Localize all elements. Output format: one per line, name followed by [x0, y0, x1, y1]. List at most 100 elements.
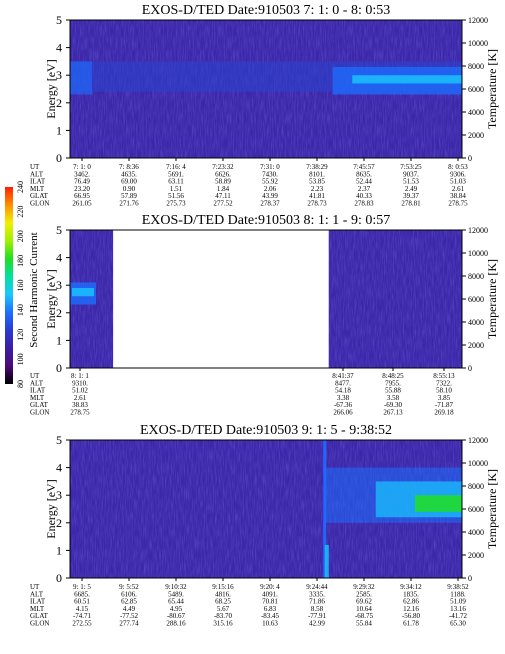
table-cell: 8.58 — [311, 605, 324, 613]
y-tick-label: 0 — [56, 571, 62, 585]
table-cell: 278.75 — [70, 409, 90, 417]
table-cell: 5691. — [168, 170, 184, 178]
table-cell: 6626. — [215, 170, 231, 178]
table-row-label: UT — [30, 372, 40, 380]
y-axis-label: Energy [eV] — [44, 479, 58, 538]
table-cell: 4.15 — [76, 605, 89, 613]
table-cell: 3335. — [309, 590, 325, 598]
y2-tick-label: 4000 — [468, 108, 484, 117]
table-cell: 271.76 — [119, 200, 139, 208]
table-cell: 7955. — [385, 379, 401, 387]
y2-tick-label: 6000 — [468, 505, 484, 514]
table-cell: 55.92 — [262, 178, 278, 186]
y-tick-label: 2 — [56, 96, 62, 110]
table-cell: 7:38:29 — [306, 163, 328, 171]
table-cell: 69.62 — [356, 598, 372, 606]
table-row-label: GLAT — [30, 612, 49, 620]
panel-title: EXOS-D/TED Date:910503 8: 1: 1 - 9: 0:57 — [142, 213, 390, 228]
table-cell: 58.10 — [436, 387, 452, 395]
colorbar-tick-label: 160 — [16, 280, 25, 292]
colorbar-tick-label: 80 — [16, 380, 25, 388]
table-cell: 275.73 — [166, 200, 186, 208]
table-row-label: ALT — [30, 590, 44, 598]
table-cell: 6106. — [121, 590, 137, 598]
y-tick-label: 0 — [56, 151, 62, 165]
table-cell: 2.61 — [74, 394, 87, 402]
y2-tick-label: 12000 — [468, 226, 488, 235]
colorbar-tick-label: 240 — [16, 181, 25, 193]
table-row-label: GLAT — [30, 401, 49, 409]
y2-tick-label: 8000 — [468, 62, 484, 71]
table-cell: 40.33 — [356, 192, 372, 200]
colorbar-tick-label: 120 — [16, 329, 25, 341]
table-cell: 8:55:13 — [433, 372, 455, 380]
table-cell: 6685. — [74, 590, 90, 598]
table-cell: 9:20: 4 — [260, 583, 280, 591]
table-cell: 7:31: 0 — [260, 163, 280, 171]
y-tick-label: 2 — [56, 306, 62, 320]
table-cell: -71.87 — [435, 401, 454, 409]
table-cell: 1188. — [450, 590, 466, 598]
table-cell: 23.20 — [74, 185, 90, 193]
table-cell: 38.84 — [450, 192, 466, 200]
table-row-label: ILAT — [30, 178, 46, 186]
panel-2: EXOS-D/TED Date:910503 8: 1: 1 - 9: 0:57… — [30, 213, 499, 417]
table-cell: 58.89 — [215, 178, 231, 186]
table-cell: 66.95 — [74, 192, 90, 200]
table-cell: 54.18 — [335, 387, 351, 395]
y-tick-label: 4 — [56, 251, 62, 265]
table-cell: 70.81 — [262, 598, 278, 606]
y2-axis-label: Temperature [K] — [485, 49, 499, 129]
table-cell: 47.11 — [215, 192, 231, 200]
table-row-label: ALT — [30, 170, 44, 178]
table-cell: 8: 1: 1 — [71, 372, 89, 380]
y2-tick-label: 10000 — [468, 249, 488, 258]
table-cell: 3.58 — [387, 394, 400, 402]
table-row-label: GLON — [30, 620, 49, 628]
table-cell: -56.80 — [402, 612, 421, 620]
table-cell: 53.85 — [309, 178, 325, 186]
table-cell: 42.99 — [309, 620, 325, 628]
table-cell: 10.63 — [262, 620, 278, 628]
y-tick-label: 5 — [56, 433, 62, 447]
y2-axis-label: Temperature [K] — [485, 469, 499, 549]
table-cell: 7: 1: 0 — [73, 163, 91, 171]
table-cell: 71.86 — [309, 598, 325, 606]
y2-tick-label: 6000 — [468, 85, 484, 94]
colorbar-tick-label: 180 — [16, 255, 25, 267]
table-cell: 63.11 — [168, 178, 184, 186]
table-cell: 3.85 — [438, 394, 451, 402]
table-cell: 9: 1: 5 — [73, 583, 91, 591]
colorbar-tick-label: 140 — [16, 304, 25, 316]
energy-band-core — [72, 287, 94, 297]
table-cell: 4091. — [262, 590, 278, 598]
table-cell: 5.67 — [217, 605, 230, 613]
table-cell: 61.78 — [403, 620, 419, 628]
table-cell: 1835. — [403, 590, 419, 598]
table-row-label: ALT — [30, 379, 44, 387]
table-cell: -67.36 — [334, 401, 353, 409]
table-cell: 278.81 — [401, 200, 421, 208]
y-axis-label: Energy [eV] — [44, 269, 58, 328]
colorbar-label: Second Harmonic Current — [28, 232, 40, 347]
table-cell: -83.45 — [261, 612, 280, 620]
energy-band-peak — [414, 495, 462, 512]
y-tick-label: 1 — [56, 333, 62, 347]
table-cell: 62.85 — [121, 598, 137, 606]
table-cell: 12.16 — [403, 605, 419, 613]
table-cell: 76.49 — [74, 178, 90, 186]
table-cell: 2.37 — [358, 185, 371, 193]
table-cell: 7:53:25 — [400, 163, 422, 171]
table-cell: 41.81 — [309, 192, 325, 200]
table-cell: -77.52 — [120, 612, 139, 620]
table-cell: 9:24:44 — [306, 583, 328, 591]
table-cell: 55.88 — [385, 387, 401, 395]
table-cell: 277.52 — [213, 200, 233, 208]
y-tick-label: 3 — [56, 278, 62, 292]
y-tick-label: 0 — [56, 361, 62, 375]
table-cell: 9037. — [403, 170, 419, 178]
table-cell: 8101. — [309, 170, 325, 178]
table-cell: 7322. — [436, 379, 452, 387]
